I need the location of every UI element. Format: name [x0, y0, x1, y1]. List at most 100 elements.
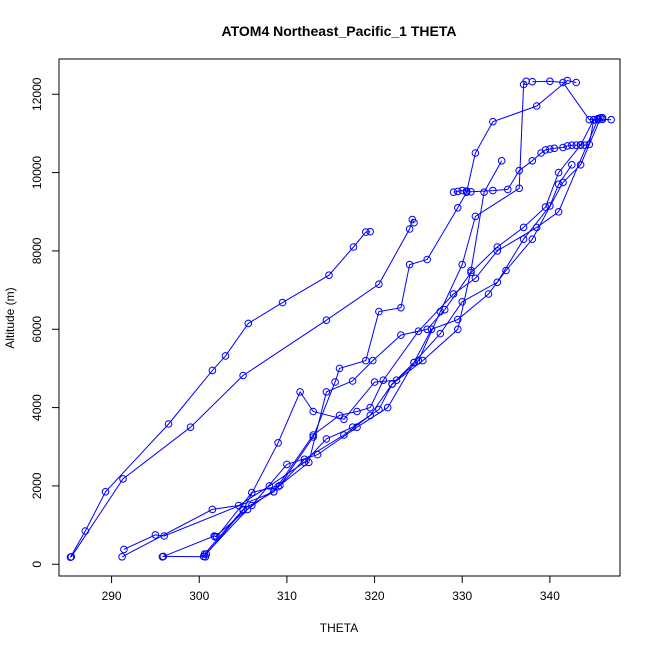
x-axis: 290 300 310 320 330 340 [102, 575, 560, 603]
x-tick-label: 290 [102, 589, 122, 603]
data-point [589, 116, 598, 124]
data-point [576, 141, 585, 149]
y-tick-label: 6000 [30, 316, 44, 343]
data-point [405, 260, 414, 269]
series-line-4 [123, 164, 573, 550]
data-point [309, 433, 318, 441]
data-point [462, 187, 471, 195]
data-point [383, 403, 392, 412]
x-tick-label: 300 [189, 589, 209, 603]
data-point [471, 149, 480, 157]
data-point [67, 553, 76, 561]
data-point [353, 423, 361, 432]
data-point [563, 76, 572, 85]
data-point [274, 439, 282, 447]
data-point [313, 450, 322, 459]
data-point [419, 356, 427, 365]
data-point [568, 141, 576, 149]
data-point [493, 243, 502, 251]
data-point [392, 376, 401, 385]
data-point [410, 358, 418, 367]
data-point [340, 431, 348, 439]
data-point [576, 161, 585, 169]
data-point [598, 114, 607, 122]
data-point [489, 186, 497, 195]
data-point [239, 371, 247, 380]
x-tick-label: 320 [365, 589, 385, 603]
data-point [208, 505, 217, 514]
data-point [296, 388, 304, 396]
data-point [244, 319, 253, 328]
data-point [405, 225, 414, 233]
data-point [397, 303, 405, 312]
data-point [423, 325, 432, 334]
data-point [335, 411, 344, 420]
data-point [546, 77, 554, 86]
data-point [325, 271, 333, 280]
data-point [120, 545, 128, 554]
data-point [541, 146, 550, 154]
data-point [449, 188, 458, 196]
data-point [366, 403, 375, 412]
x-tick-label: 340 [540, 589, 560, 603]
data-point [519, 235, 528, 243]
data-point [585, 140, 594, 149]
y-axis: 0 2000 4000 6000 8000 10000 12000 [30, 77, 60, 568]
data-point [458, 186, 467, 195]
data-point [467, 266, 475, 275]
data-point [568, 161, 576, 169]
data-point [200, 550, 209, 558]
data-point [519, 223, 528, 232]
data-point [283, 460, 291, 469]
data-point [528, 235, 537, 243]
data-point [186, 423, 195, 432]
data-point [151, 531, 160, 539]
data-point [221, 352, 230, 360]
data-point [375, 307, 383, 316]
data-point [208, 366, 217, 375]
data-point [559, 178, 567, 187]
data-point [550, 144, 559, 153]
data-point [559, 143, 567, 152]
series-line-8 [204, 118, 599, 555]
data-point [532, 102, 541, 110]
data-point [309, 407, 318, 416]
data-point [414, 327, 423, 336]
data-point [322, 435, 331, 443]
data-point [541, 203, 550, 211]
data-point [362, 228, 370, 236]
data-point [370, 378, 379, 386]
data-point [397, 331, 405, 339]
data-point [502, 266, 510, 275]
data-point [379, 376, 388, 385]
data-point [440, 305, 449, 314]
data-point [471, 274, 480, 283]
data-point [270, 488, 278, 496]
data-point [309, 431, 318, 439]
data-point [436, 329, 445, 338]
data-point [572, 78, 581, 87]
data-point [515, 166, 524, 175]
data-point [410, 218, 418, 227]
data-point [458, 260, 467, 269]
data-point [335, 364, 344, 373]
x-tick-label: 330 [452, 589, 472, 603]
data-point [118, 553, 126, 561]
data-point [274, 482, 282, 491]
series-line-9 [214, 117, 602, 538]
data-point [159, 552, 168, 561]
y-tick-label: 2000 [30, 472, 44, 499]
data-point [554, 168, 563, 177]
data-point [454, 325, 462, 334]
x-tick-label: 310 [277, 589, 297, 603]
y-tick-label: 0 [30, 561, 44, 568]
data-point [454, 204, 462, 212]
y-tick-label: 10000 [30, 156, 44, 190]
data-point [493, 278, 502, 287]
data-point [454, 187, 462, 196]
data-point [278, 298, 287, 307]
data-point [331, 378, 339, 386]
data-point [349, 243, 358, 251]
